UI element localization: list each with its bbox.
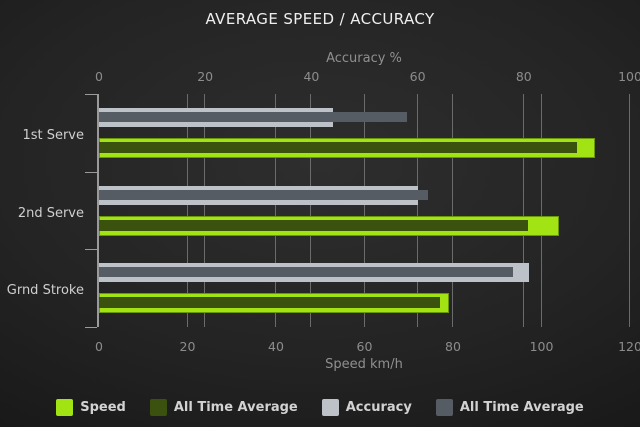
y-axis-line (97, 94, 99, 327)
bar-all-time-average-1st-serve[interactable] (99, 112, 407, 122)
bar-all-time-average-2nd-serve[interactable] (99, 220, 528, 231)
top-gridline (522, 94, 524, 327)
legend-swatch-icon (435, 398, 453, 416)
bottom-axis-tick-label: 60 (356, 339, 373, 354)
y-axis-tick (85, 94, 97, 95)
top-axis-tick-label: 80 (515, 69, 532, 84)
legend-label: Accuracy (345, 399, 412, 415)
bottom-gridline (275, 94, 276, 327)
top-axis-tick-label: 40 (303, 69, 320, 84)
legend: Speed All Time Average Accuracy All Time Av… (0, 397, 640, 417)
bottom-gridline (540, 94, 542, 327)
top-gridline (204, 94, 206, 327)
bar-all-time-average-2nd-serve[interactable] (99, 190, 428, 200)
bar-all-time-average-grnd-stroke[interactable] (99, 267, 513, 277)
top-gridline (416, 94, 418, 327)
chart-title: AVERAGE SPEED / ACCURACY (205, 10, 435, 28)
top-axis-title: Accuracy % (326, 51, 402, 66)
bottom-axis-tick-label: 120 (618, 339, 640, 354)
y-axis-tick (85, 327, 97, 328)
top-axis-tick-label: 100 (618, 69, 640, 84)
legend-swatch-icon (149, 398, 167, 416)
bottom-gridline (452, 94, 453, 327)
bottom-axis-title: Speed km/h (325, 357, 403, 372)
y-axis-tick (85, 249, 97, 250)
bottom-axis-tick-label: 0 (95, 339, 103, 354)
legend-label: Speed (80, 399, 126, 415)
bottom-axis-tick-label: 80 (445, 339, 461, 354)
legend-item-all-time-average[interactable]: All Time Average (435, 398, 584, 416)
bottom-gridline (363, 94, 365, 327)
legend-item-all-time-average[interactable]: All Time Average (149, 398, 298, 416)
bar-all-time-average-1st-serve[interactable] (99, 142, 577, 153)
bottom-axis-tick-label: 100 (529, 339, 554, 354)
category-label: 2nd Serve (17, 205, 84, 221)
bottom-axis-tick-label: 40 (268, 339, 284, 354)
bar-all-time-average-grnd-stroke[interactable] (99, 297, 440, 308)
top-axis-tick-label: 0 (95, 69, 103, 84)
y-axis-tick (85, 172, 97, 173)
legend-swatch-icon (56, 398, 74, 416)
legend-swatch-icon (321, 398, 339, 416)
top-gridline (310, 94, 312, 327)
legend-label: All Time Average (459, 399, 584, 415)
category-label: Grnd Stroke (6, 283, 84, 299)
legend-item-speed[interactable]: Speed (56, 398, 126, 416)
legend-label: All Time Average (173, 399, 298, 415)
bottom-gridline (186, 94, 188, 327)
category-label: 1st Serve (22, 127, 84, 143)
bottom-axis-tick-label: 20 (179, 339, 196, 354)
top-axis-tick-label: 20 (197, 69, 214, 84)
legend-item-accuracy[interactable]: Accuracy (321, 398, 412, 416)
top-axis-tick-label: 60 (409, 69, 426, 84)
bottom-gridline (629, 94, 630, 327)
